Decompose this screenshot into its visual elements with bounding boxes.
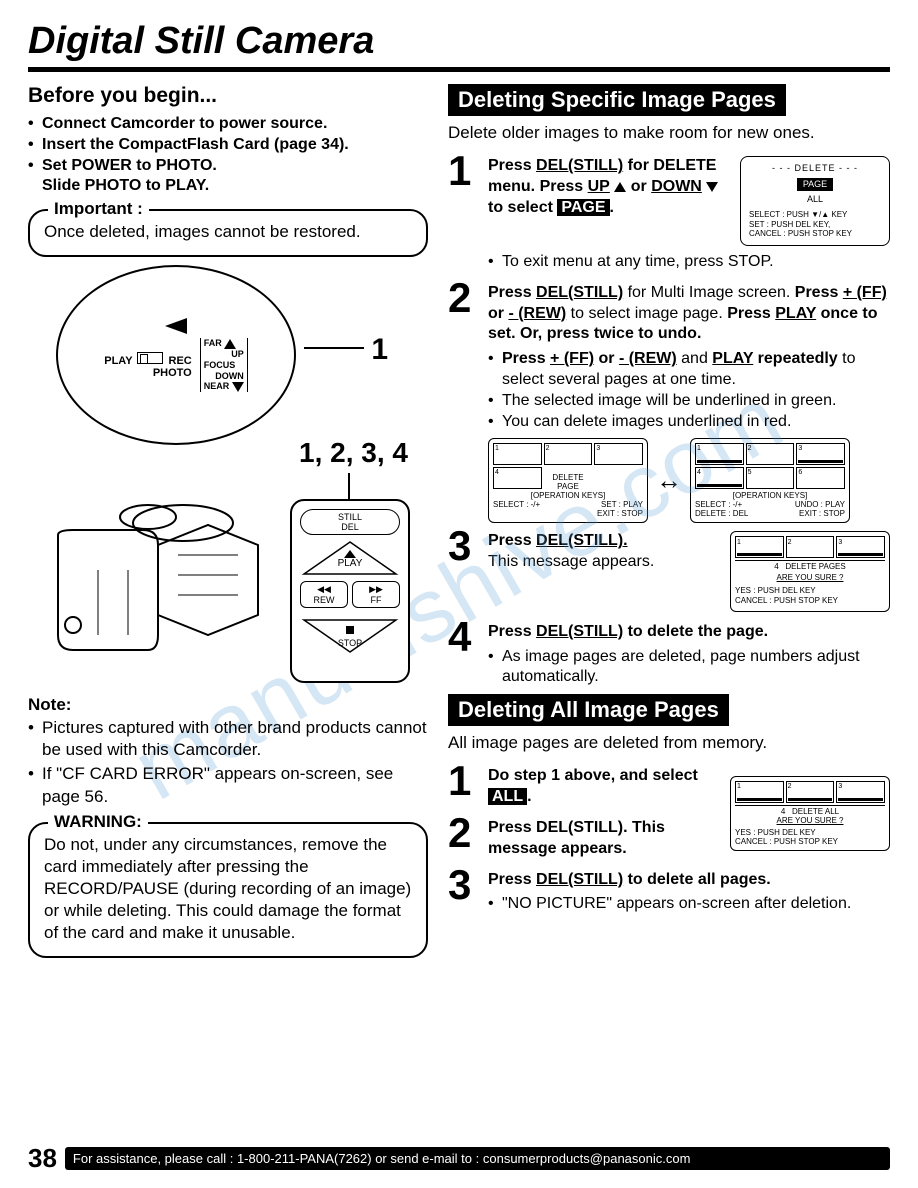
begin-item: Connect Camcorder to power source. xyxy=(28,114,428,135)
step2-bullet: Press + (FF) or - (REW) and PLAY repeate… xyxy=(488,349,890,391)
left-column: Before you begin... Connect Camcorder to… xyxy=(28,84,428,958)
multi-image-screens: 123 4DELETE PAGE [OPERATION KEYS] SELECT… xyxy=(488,438,890,523)
important-callout: Important : Once deleted, images cannot … xyxy=(28,209,428,257)
page-title: Digital Still Camera xyxy=(28,20,890,72)
step2-bullet: You can delete images underlined in red. xyxy=(488,412,890,433)
footer-assistance: For assistance, please call : 1-800-211-… xyxy=(65,1147,890,1170)
label-rec: REC xyxy=(169,355,192,367)
step-number: 2 xyxy=(448,279,480,433)
before-you-begin-heading: Before you begin... xyxy=(28,84,428,108)
label-up: UP xyxy=(204,349,244,360)
before-you-begin-list: Connect Camcorder to power source. Inser… xyxy=(28,114,428,197)
step-number: 1 xyxy=(448,152,480,246)
confirm-lcd: 123 4 DELETE PAGES ARE YOU SURE ? YES : … xyxy=(730,531,890,612)
callout-1234: 1, 2, 3, 4 xyxy=(299,437,408,469)
warning-text: Do not, under any circumstances, remove … xyxy=(44,834,412,944)
note-heading: Note: xyxy=(28,695,428,715)
step-number: 4 xyxy=(448,618,480,688)
step-number: 3 xyxy=(448,866,480,916)
up-arrow-icon xyxy=(224,339,236,349)
camera-diagram: PLAY REC PHOTO FAR UP FOCUS DOWN NEAR xyxy=(28,265,428,685)
begin-item: Set POWER to PHOTO. Slide PHOTO to PLAY. xyxy=(28,156,428,198)
label-play: PLAY xyxy=(104,355,132,367)
label-down: DOWN xyxy=(204,371,244,382)
step-1: 1 Press DEL(STILL) for DELETE menu. Pres… xyxy=(448,152,890,246)
note-list: Pictures captured with other brand produ… xyxy=(28,717,428,807)
all-step-3: 3 Press DEL(STILL) to delete all pages. … xyxy=(448,866,890,916)
arrow-left-icon xyxy=(165,318,187,334)
label-near: NEAR xyxy=(204,381,230,391)
camera-illustration xyxy=(38,475,298,665)
all-step-2: 2 Press DEL(STILL). This message appears… xyxy=(448,814,720,860)
content-columns: Before you begin... Connect Camcorder to… xyxy=(28,84,890,958)
step-3: 3 Press DEL(STILL). This message appears… xyxy=(448,527,890,612)
control-panel: STILL DEL PLAY ◀◀REW ▶▶FF xyxy=(290,499,410,683)
zoom-circle: PLAY REC PHOTO FAR UP FOCUS DOWN NEAR xyxy=(56,265,296,445)
stop-button-label: STOP xyxy=(338,638,362,648)
deleting-specific-heading: Deleting Specific Image Pages xyxy=(448,84,786,116)
all-step-1: 1 Do step 1 above, and select ALL. xyxy=(448,762,720,808)
callout-1: 1 xyxy=(371,333,388,367)
up-triangle-icon xyxy=(614,182,626,192)
delete-all-lcd: 123 4 DELETE ALL ARE YOU SURE ? YES : PU… xyxy=(730,776,890,851)
down-arrow-icon xyxy=(232,382,244,392)
label-focus: FOCUS xyxy=(204,360,244,371)
label-photo: PHOTO xyxy=(153,367,192,379)
step-2: 2 Press DEL(STILL) for Multi Image scree… xyxy=(448,279,890,433)
deleting-all-intro: All image pages are deleted from memory. xyxy=(448,732,890,754)
ff-button: ▶▶FF xyxy=(352,581,400,608)
step-4: 4 Press DEL(STILL) to delete the page. A… xyxy=(448,618,890,688)
multi-lcd-right: 123 456 [OPERATION KEYS] SELECT : -/+UND… xyxy=(690,438,850,523)
step-number: 2 xyxy=(448,814,480,860)
step1-exit-note: To exit menu at any time, press STOP. xyxy=(488,252,890,273)
label-far: FAR xyxy=(204,338,222,348)
step-number: 3 xyxy=(448,527,480,612)
step4-bullet: As image pages are deleted, page numbers… xyxy=(488,647,890,689)
rew-button: ◀◀REW xyxy=(300,581,348,608)
right-column: Deleting Specific Image Pages Delete old… xyxy=(448,84,890,958)
note-item: If "CF CARD ERROR" appears on-screen, se… xyxy=(28,763,428,807)
footer: 38 For assistance, please call : 1-800-2… xyxy=(28,1143,890,1174)
step2-bullet: The selected image will be underlined in… xyxy=(488,391,890,412)
begin-item: Insert the CompactFlash Card (page 34). xyxy=(28,135,428,156)
still-del-button: STILL DEL xyxy=(300,509,400,535)
page-number: 38 xyxy=(28,1143,57,1174)
warning-label: WARNING: xyxy=(48,812,148,832)
warning-callout: WARNING: Do not, under any circumstances… xyxy=(28,822,428,958)
down-triangle-icon xyxy=(706,182,718,192)
delete-menu-lcd: - - - DELETE - - - PAGE ALL SELECT : PUS… xyxy=(740,156,890,246)
double-arrow-icon: ↔ xyxy=(656,465,682,496)
play-button-label: PLAY xyxy=(338,558,363,569)
callout-line xyxy=(348,473,350,499)
multi-lcd-left: 123 4DELETE PAGE [OPERATION KEYS] SELECT… xyxy=(488,438,648,523)
deleting-all-heading: Deleting All Image Pages xyxy=(448,694,729,726)
note-item: Pictures captured with other brand produ… xyxy=(28,717,428,761)
deleting-specific-intro: Delete older images to make room for new… xyxy=(448,122,890,144)
important-text: Once deleted, images cannot be restored. xyxy=(44,221,412,243)
important-label: Important : xyxy=(48,199,149,219)
step-number: 1 xyxy=(448,762,480,808)
all-step3-bullet: "NO PICTURE" appears on-screen after del… xyxy=(488,894,890,915)
